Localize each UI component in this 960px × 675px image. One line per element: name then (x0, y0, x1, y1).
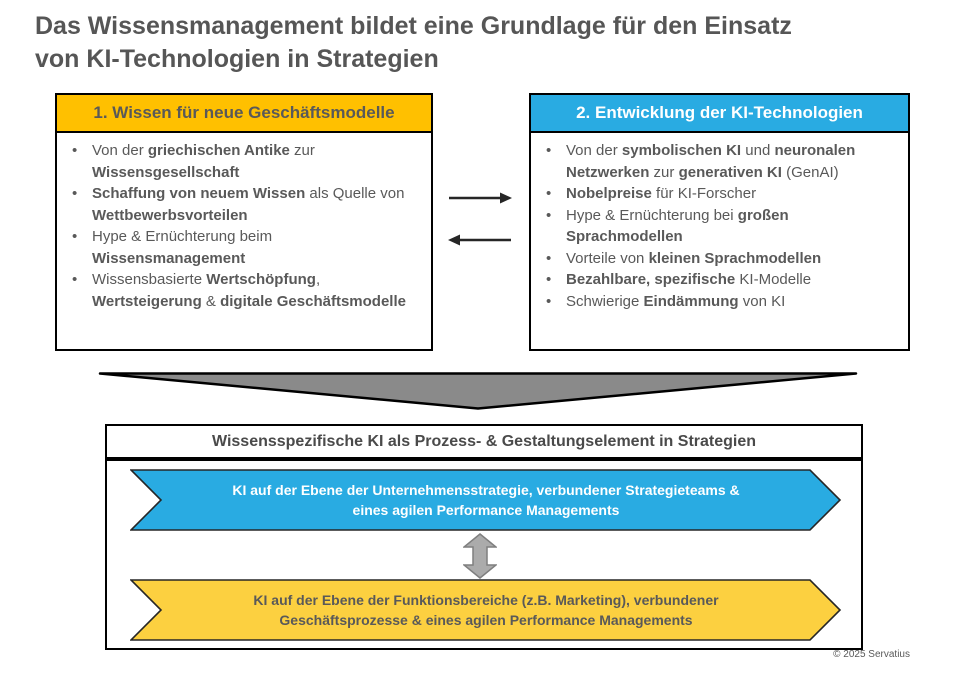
bullet-icon: • (546, 271, 552, 288)
text-segment: Vorteile von (566, 249, 649, 267)
text-segment: großen Sprachmodellen (566, 206, 789, 246)
list-item: • Wissensbasierte Wertschöpfung, Wertstei… (57, 269, 425, 312)
text-segment: Wissensbasierte (92, 271, 207, 288)
text-segment: Schaffung von neuem Wissen (92, 185, 306, 202)
list-item: • Nobelpreise für KI-Forscher (531, 183, 902, 205)
strategy-banner-functional: KI auf der Ebene der Funktionsbereiche (… (130, 579, 842, 641)
text-segment: KI-Modelle (735, 271, 812, 288)
bullet-icon: • (546, 185, 552, 202)
list-item: • Schwierige Eindämmung von KI (531, 291, 902, 313)
strategy-container: KI auf der Ebene der Unternehmensstrateg… (105, 459, 863, 650)
page-title: Das Wissensmanagement bildet eine Grundl… (35, 12, 792, 73)
text-segment: Hype & Ernüchterung beim (92, 228, 273, 245)
corporate-banner-label: KI auf der Ebene der Unternehmensstrateg… (232, 481, 740, 518)
strategy-banner-corporate: KI auf der Ebene der Unternehmensstrateg… (130, 469, 842, 531)
text-segment: Bezahlbare, spezifische (566, 271, 736, 288)
list-item: • Vorteile von kleinen Sprachmodellen (531, 248, 902, 270)
list-item: • Hype & Ernüchterung beim Wissensmanagem… (57, 226, 425, 269)
text-segment: und (741, 142, 775, 159)
left-arrow-icon (448, 234, 511, 246)
text-segment: als Quelle von (305, 185, 405, 202)
text-segment: von KI (738, 292, 786, 310)
text-segment: Von der (566, 142, 622, 159)
text-segment: Von der (92, 142, 148, 159)
text-segment: & (201, 292, 221, 310)
text-segment: kleinen Sprachmodellen (648, 249, 822, 267)
text-segment: Hype & Ernüchterung bei (566, 206, 738, 224)
chevron-banner-shape (130, 579, 842, 641)
text-segment: Wissensmanagement (92, 249, 246, 267)
text-segment: zur (289, 142, 315, 159)
text-segment: Wettbewerbsvorteilen (92, 206, 248, 224)
bullet-icon: • (546, 292, 552, 310)
text-segment: symbolischen KI (621, 142, 742, 159)
bullet-icon: • (72, 142, 78, 159)
text-segment: , (315, 271, 321, 288)
copyright-note: © 2025 Servatius (833, 649, 910, 660)
text-segment: Nobelpreise (566, 185, 652, 202)
list-item: • Von der griechischen Antike zur Wissens… (57, 140, 425, 183)
text-segment: Wertsteigerung (92, 292, 202, 310)
bullet-icon: • (72, 228, 78, 245)
knowledge-bullet-list: • Von der griechischen Antike zur Wissens… (57, 140, 429, 312)
knowledge-box: 1. Wissen für neue Geschäftsmodelle • Von… (55, 93, 433, 351)
exchange-arrows-icon (448, 192, 512, 246)
ai-box: 2. Entwicklung der KI-Technologien • Von … (529, 93, 910, 351)
bullet-icon: • (72, 185, 78, 202)
ai-bullet-list: • Von der symbolischen KI und neuronalen … (531, 140, 906, 312)
text-segment: griechischen Antike (147, 142, 290, 159)
right-arrow-icon (449, 192, 512, 204)
text-segment: neuronalen Netzwerken (566, 142, 856, 181)
text-segment: digitale Geschäftsmodelle (220, 292, 406, 310)
funnel-down-arrow-icon (98, 372, 858, 410)
text-segment: zur (649, 163, 679, 181)
list-item: • Bezahlbare, spezifische KI-Modelle (531, 269, 902, 291)
text-segment: Schwierige (566, 292, 644, 310)
list-item: • Schaffung von neuem Wissen als Quelle v… (57, 183, 425, 226)
text-segment: für KI-Forscher (651, 185, 757, 202)
bullet-icon: • (546, 249, 552, 267)
bullet-icon: • (546, 206, 552, 224)
text-segment: (GenAI) (781, 163, 839, 181)
text-segment: Wertschöpfung (206, 271, 316, 288)
functional-banner-label: KI auf der Ebene der Funktionsbereiche (… (253, 591, 719, 628)
chevron-banner-shape (130, 469, 842, 531)
bullet-icon: • (546, 142, 552, 159)
vertical-double-arrow-icon (463, 533, 497, 579)
knowledge-box-header: 1. Wissen für neue Geschäftsmodelle (57, 95, 431, 133)
text-segment: Wissensgesellschaft (92, 163, 240, 181)
text-segment: Eindämmung (643, 292, 739, 310)
ai-box-header: 2. Entwicklung der KI-Technologien (531, 95, 908, 133)
strategy-section-header: Wissensspezifische KI als Prozess- & Ges… (105, 424, 863, 459)
bullet-icon: • (72, 271, 78, 288)
list-item: • Hype & Ernüchterung bei großen Sprachmo… (531, 205, 902, 248)
list-item: • Von der symbolischen KI und neuronalen … (531, 140, 902, 183)
text-segment: generativen KI (678, 163, 782, 181)
